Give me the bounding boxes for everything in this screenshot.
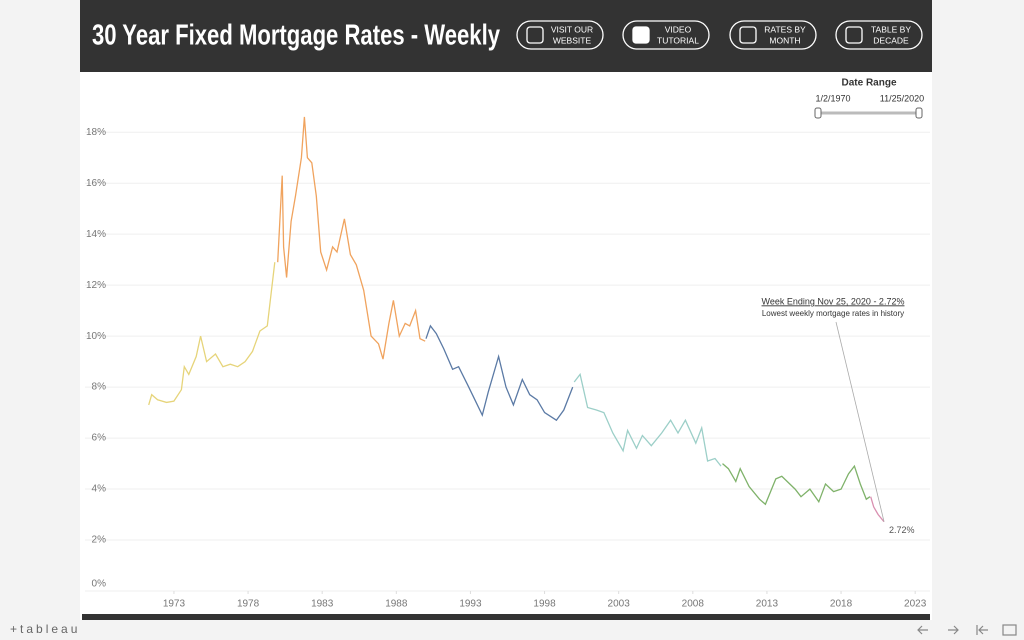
button-outline [622,20,710,50]
rate-line [425,324,574,422]
toolbar [0,621,1024,640]
revert-button[interactable] [976,625,988,635]
button-outline [729,20,817,50]
redo-button[interactable] [948,625,959,635]
undo-button[interactable] [917,625,928,635]
x-tick-label: 2013 [756,599,779,610]
x-tick-label: 2018 [830,599,853,610]
rate-line [722,463,871,506]
page-title: 30 Year Fixed Mortgage Rates - Weekly [92,20,500,52]
button-label: MONTH [769,35,800,45]
date-slider-handle[interactable] [915,107,923,119]
x-tick-label: 2008 [682,599,705,610]
x-tick-label: 1998 [533,599,556,610]
x-tick-label: 1973 [163,599,186,610]
rate-line [277,116,426,360]
button-icon [739,26,757,44]
y-tick-label: 16% [86,178,106,189]
scroll-bar [82,614,930,620]
plot-area: 0% 2% 4% 6% 8% 10% 12% 14% 16% 18% 1973 1978 1983 198… [85,116,930,610]
y-tick-label: 0% [92,579,107,590]
y-tick-label: 4% [92,484,107,495]
y-tick-label: 14% [86,229,106,240]
date-range-title: Date Range [841,78,896,89]
tableau-logo[interactable]: +tableau [10,622,80,636]
y-tick-label: 12% [86,280,106,291]
fullscreen-button[interactable] [1002,624,1017,636]
button-label: DECADE [873,35,909,45]
rate-line [573,372,722,467]
y-tick-label: 10% [86,331,106,342]
x-tick-label: 2023 [904,599,927,610]
dashboard-panel [80,0,932,620]
y-tick-label: 18% [86,127,106,138]
rate-line [870,496,885,523]
x-tick-label: 1993 [459,599,482,610]
annotation-leader [835,321,885,522]
header-bar [80,0,932,72]
button-icon [526,26,544,44]
button-label: VIDEO [665,24,692,34]
button-label: WEBSITE [553,35,592,45]
y-tick-label: 8% [92,382,107,393]
x-tick-label: 2003 [608,599,631,610]
x-tick-label: 1983 [311,599,334,610]
button-label: TABLE BY [871,24,911,34]
x-tick-label: 1978 [237,599,260,610]
toolbar-icons [917,624,1017,636]
y-tick-label: 6% [92,433,107,444]
y-tick-label: 2% [92,535,107,546]
x-tick-label: 1988 [385,599,408,610]
rate-line [148,262,276,406]
annotation-text: Lowest weekly mortgage rates in history [762,309,904,318]
annotation-title: Week Ending Nov 25, 2020 - 2.72% [762,296,905,306]
date-range-start: 1/2/1970 [815,93,850,103]
date-slider-handle[interactable] [814,107,822,119]
button-label: VISIT OUR [551,24,593,34]
button-outline [516,20,604,50]
button-label: TUTORIAL [657,35,699,45]
data-label: 2.72% [889,525,915,535]
button-icon [632,26,650,44]
button-icon [845,26,863,44]
button-outline [835,20,923,50]
date-range-end: 11/25/2020 [880,93,924,103]
button-label: RATES BY [764,24,806,34]
